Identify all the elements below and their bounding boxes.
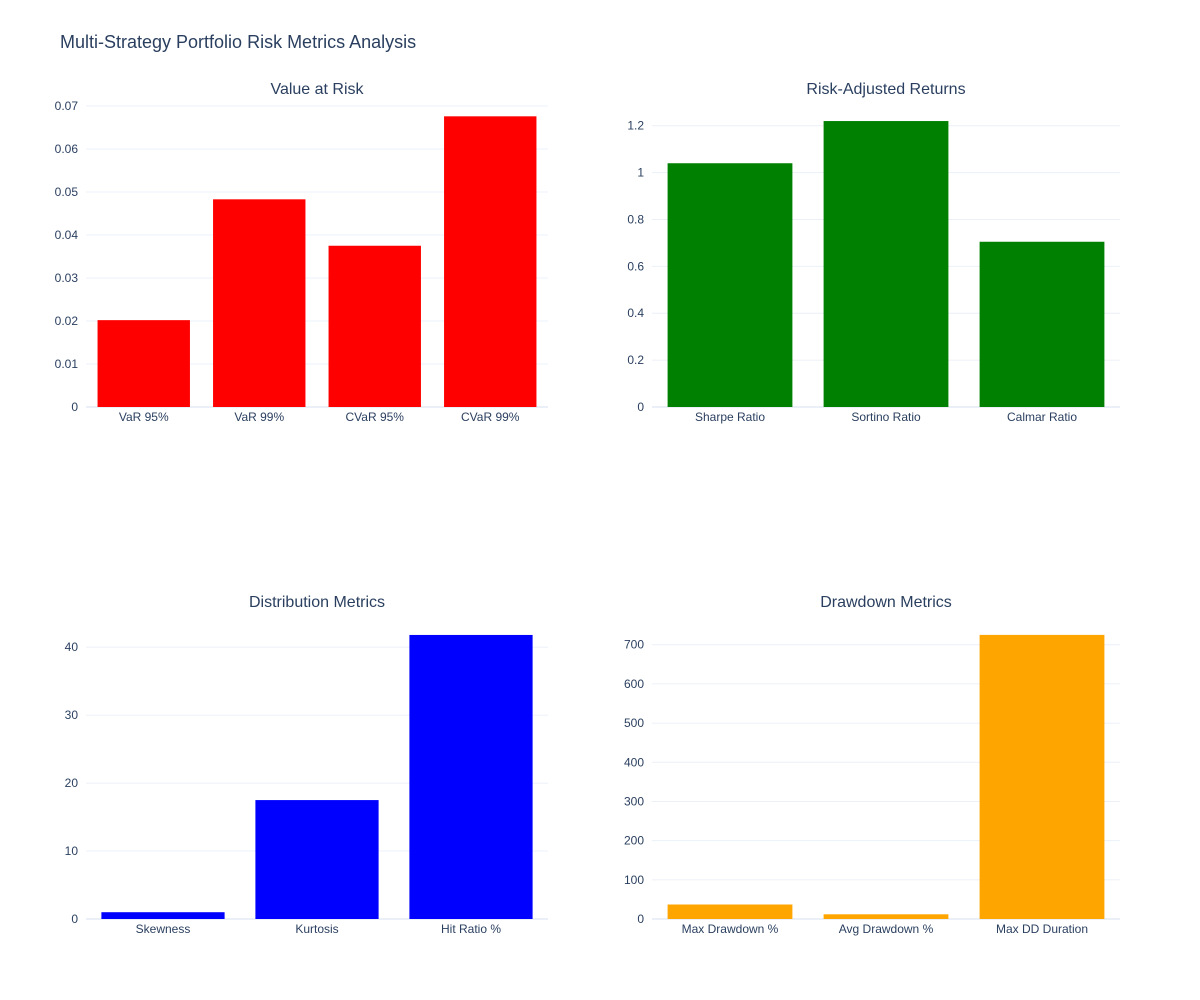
y-tick-label: 1 <box>637 166 644 180</box>
y-tick-label: 600 <box>624 677 644 691</box>
y-tick-label: 0.8 <box>627 212 644 226</box>
bar <box>328 245 421 407</box>
x-tick-label: Kurtosis <box>295 922 338 936</box>
y-tick-label: 0 <box>71 912 78 926</box>
y-tick-label: 700 <box>624 638 644 652</box>
y-tick-label: 0.2 <box>627 353 644 367</box>
bar <box>823 914 949 919</box>
y-tick-label: 400 <box>624 755 644 769</box>
bar <box>667 163 793 407</box>
y-tick-label: 0 <box>637 400 644 414</box>
y-tick-label: 100 <box>624 873 644 887</box>
y-tick-label: 500 <box>624 716 644 730</box>
y-tick-label: 0 <box>637 912 644 926</box>
subplot-title: Value at Risk <box>270 81 364 98</box>
bar <box>823 121 949 407</box>
y-tick-label: 1.2 <box>627 119 644 133</box>
y-tick-label: 10 <box>65 844 79 858</box>
bar <box>979 241 1105 407</box>
x-tick-label: Calmar Ratio <box>1007 410 1077 424</box>
chart-panel-4: 0 100 200 300 400 500 600 700 Max Drawdown % Avg … <box>624 594 1120 936</box>
bar <box>101 912 225 919</box>
chart-panel-1: 0 0.01 0.02 0.03 0.04 0.05 0.06 0.07 VaR 95% VaR … <box>55 81 548 424</box>
bar <box>213 199 306 407</box>
chart-panel-2: 0 0.2 0.4 0.6 0.8 1 1.2 Sharpe Ratio Sortino Rat… <box>627 81 1120 424</box>
y-tick-label: 200 <box>624 834 644 848</box>
x-tick-label: Hit Ratio % <box>441 922 501 936</box>
y-tick-label: 0.03 <box>55 271 79 285</box>
y-tick-label: 0 <box>71 400 78 414</box>
bar <box>97 320 190 407</box>
bar <box>444 116 537 407</box>
y-tick-label: 0.07 <box>55 99 79 113</box>
y-tick-label: 300 <box>624 794 644 808</box>
x-tick-label: CVaR 99% <box>461 410 520 424</box>
y-tick-label: 30 <box>65 708 79 722</box>
x-tick-label: Max Drawdown % <box>682 922 779 936</box>
figure-title: Multi-Strategy Portfolio Risk Metrics An… <box>60 32 417 52</box>
y-tick-label: 0.4 <box>627 306 644 320</box>
bar <box>255 800 379 919</box>
y-tick-label: 0.05 <box>55 185 79 199</box>
y-tick-label: 40 <box>65 640 79 654</box>
subplot-title: Risk-Adjusted Returns <box>806 81 965 98</box>
x-tick-label: Max DD Duration <box>996 922 1088 936</box>
x-tick-label: CVaR 95% <box>346 410 405 424</box>
y-tick-label: 0.06 <box>55 142 79 156</box>
bar <box>667 904 793 919</box>
x-tick-label: VaR 95% <box>119 410 169 424</box>
bar <box>979 634 1105 919</box>
y-tick-label: 0.02 <box>55 314 79 328</box>
x-tick-label: Sharpe Ratio <box>695 410 765 424</box>
bar <box>409 634 533 919</box>
x-tick-label: Skewness <box>136 922 191 936</box>
chart-panel-3: 0 10 20 30 40 Skewness Kurtosis Hit Ratio % Dist… <box>65 594 548 936</box>
y-tick-label: 0.04 <box>55 228 79 242</box>
x-tick-label: VaR 99% <box>234 410 284 424</box>
y-tick-label: 0.01 <box>55 357 79 371</box>
subplot-title: Distribution Metrics <box>249 594 385 611</box>
x-tick-label: Sortino Ratio <box>851 410 921 424</box>
y-tick-label: 0.6 <box>627 259 644 273</box>
subplot-title: Drawdown Metrics <box>820 594 952 611</box>
x-tick-label: Avg Drawdown % <box>839 922 934 936</box>
y-tick-label: 20 <box>65 776 79 790</box>
